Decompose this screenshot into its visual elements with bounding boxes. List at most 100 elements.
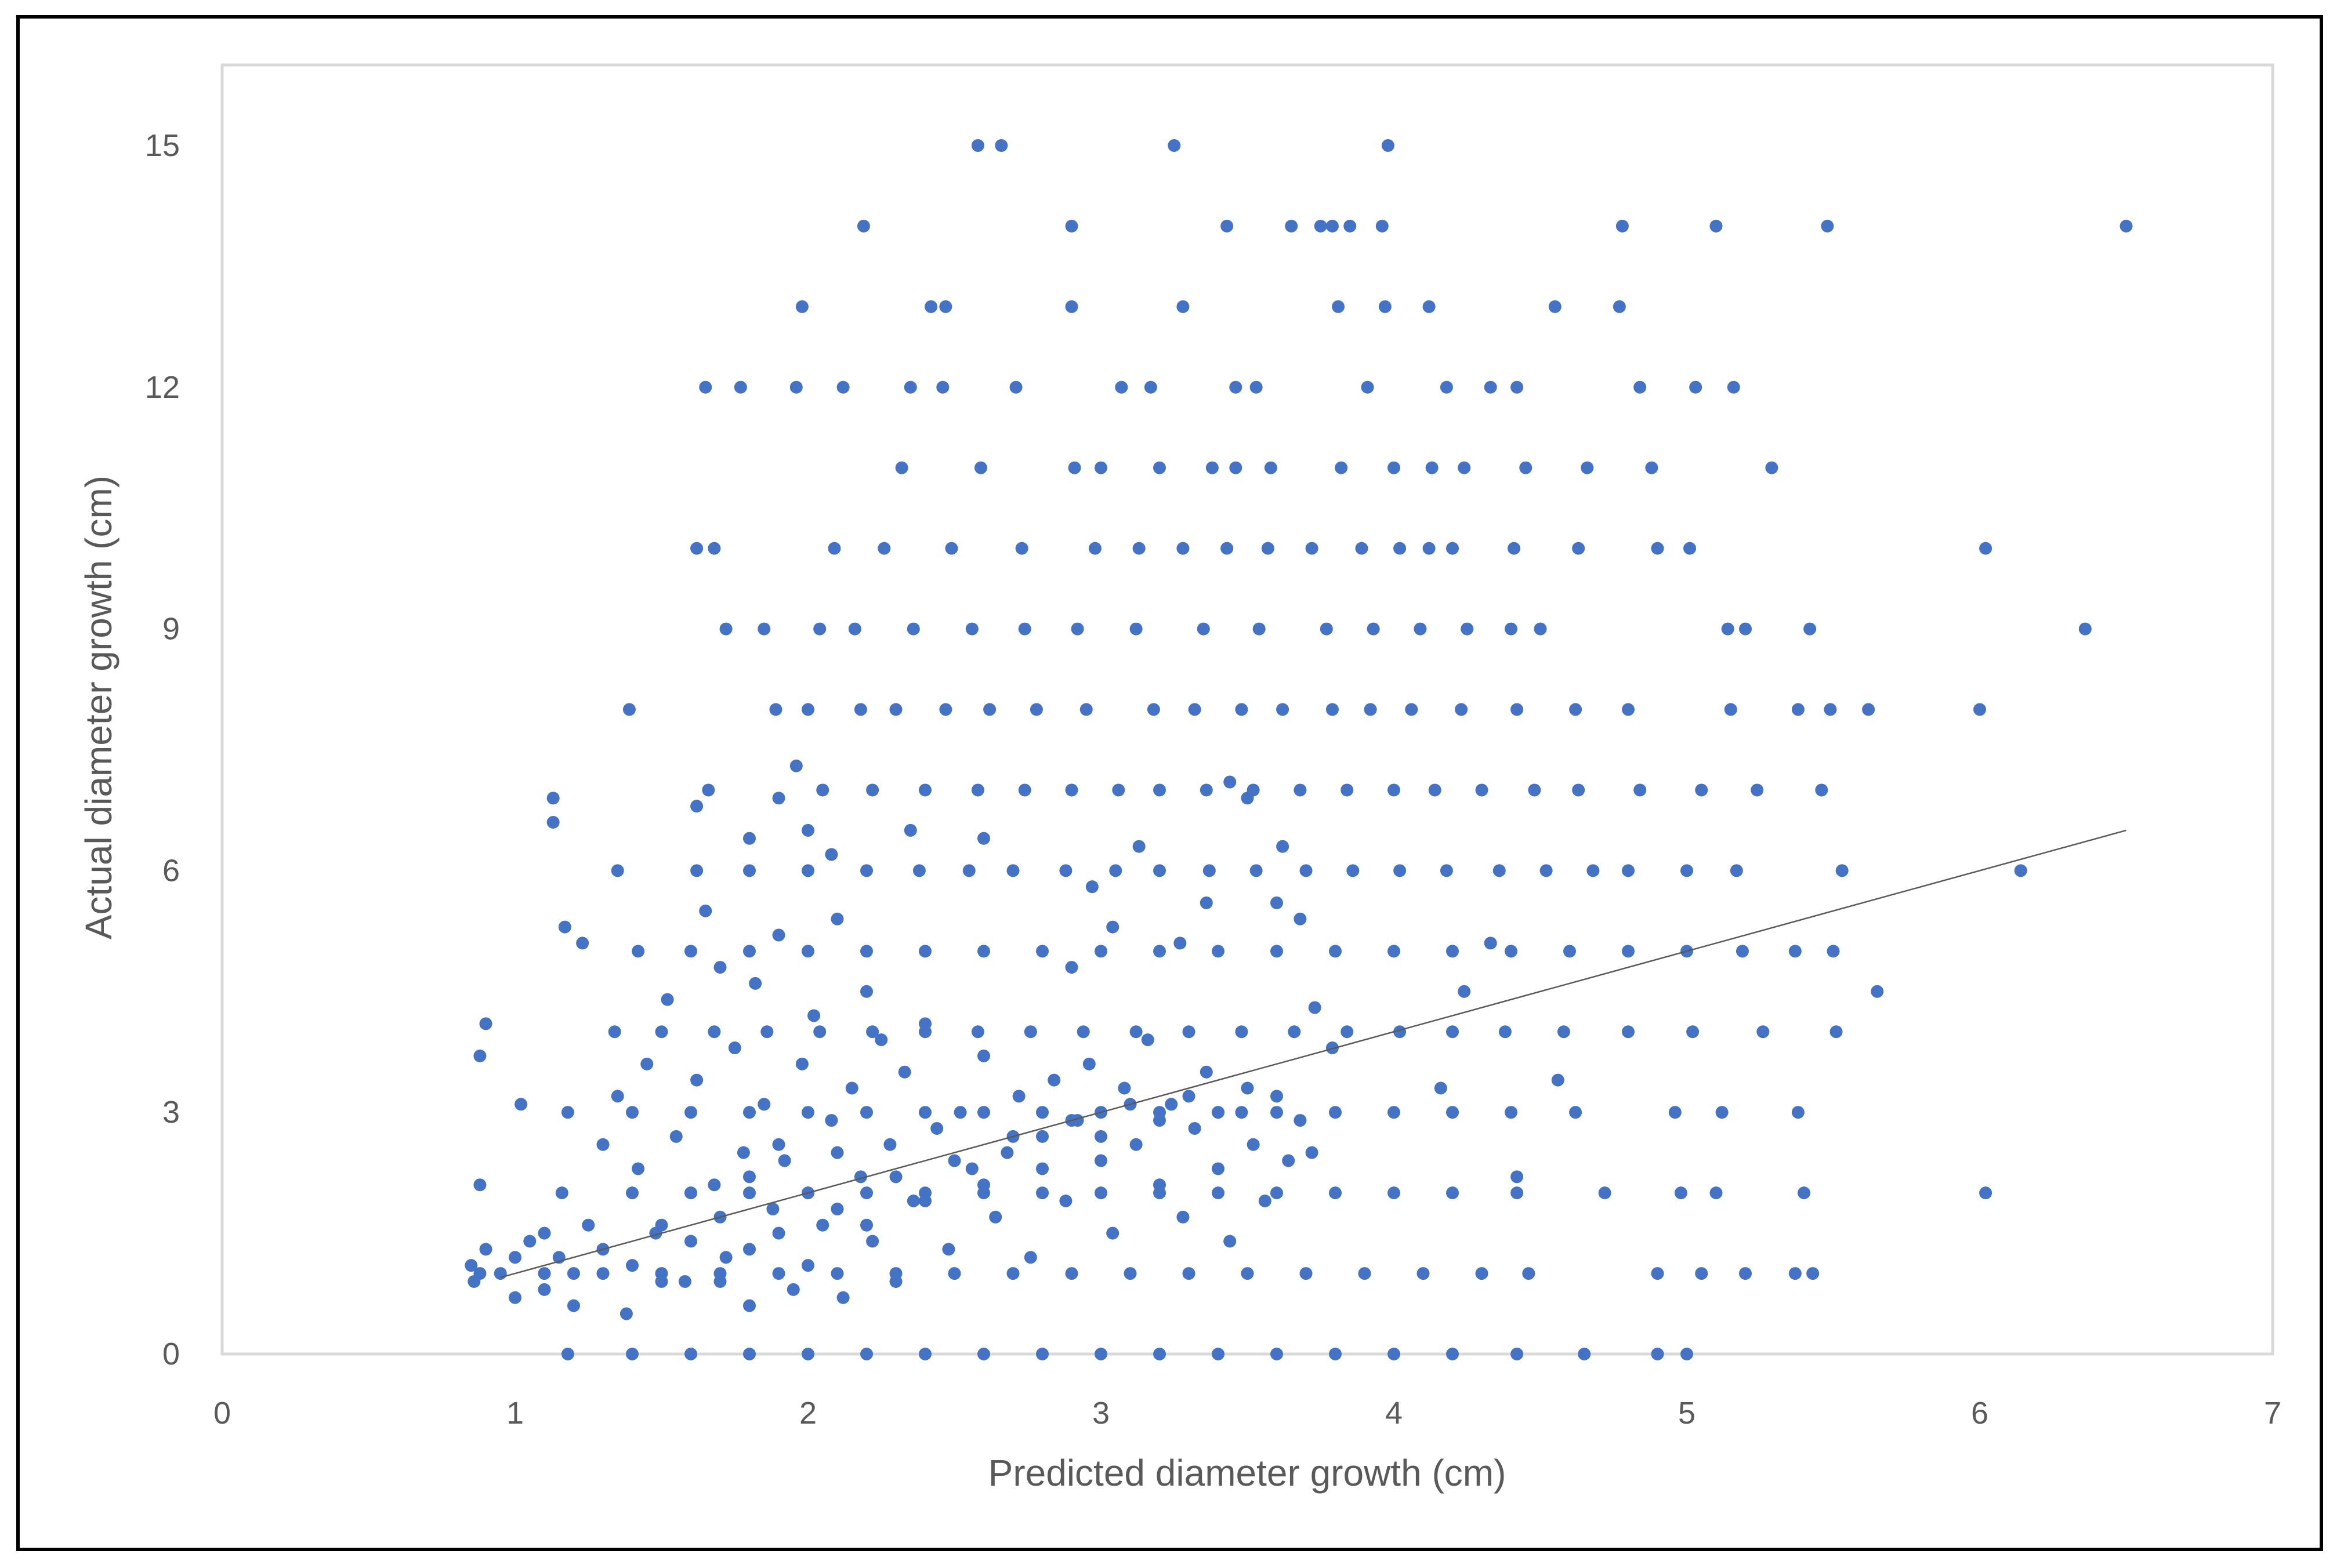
data-point [1615,219,1629,233]
data-point [1329,945,1342,958]
data-point [977,1049,990,1062]
data-point [904,380,917,394]
data-point [1341,1025,1354,1039]
x-tick-label: 1 [506,1396,524,1431]
data-point [743,1243,756,1256]
data-point [1141,1033,1154,1047]
data-point [760,1025,774,1039]
data-point [1223,775,1237,789]
data-point [1329,1348,1342,1360]
data-point [971,1025,984,1039]
data-point [974,461,987,474]
data-point [1791,703,1805,716]
data-point [1668,1106,1682,1119]
data-point [1756,1025,1770,1039]
data-point [1176,1210,1190,1224]
data-point [690,1073,704,1087]
data-point [465,1259,478,1272]
data-point [977,1106,990,1119]
data-point [1276,840,1289,853]
data-point [1387,1106,1400,1119]
data-point [1095,461,1107,474]
x-tick-label: 6 [1971,1396,1988,1431]
data-point [611,1090,624,1103]
data-point [1598,1186,1611,1200]
x-tick-label: 2 [799,1396,817,1431]
data-point [1979,542,1992,555]
data-point [816,783,829,797]
data-point [1095,1130,1107,1143]
data-point [889,1275,903,1288]
data-point [954,1106,967,1119]
data-point [831,912,844,925]
data-point [1270,1090,1283,1103]
data-point [1085,880,1099,894]
data-point [1320,622,1333,636]
data-point [1387,1348,1400,1360]
data-point [538,1226,551,1240]
data-point [866,1025,879,1039]
data-point [1212,945,1224,958]
data-point [1325,703,1339,716]
data-point [1129,1025,1143,1039]
data-point [661,993,674,1006]
data-point [965,622,979,636]
data-point [743,1348,756,1360]
data-point [813,622,827,636]
data-point [494,1267,507,1280]
data-point [769,703,782,716]
data-point [567,1299,580,1312]
data-point [1651,542,1664,555]
data-point [558,920,571,934]
data-point [1730,864,1743,877]
data-point [719,1251,733,1264]
data-point [743,864,756,877]
data-point [1416,1267,1430,1280]
data-point [1510,703,1524,716]
data-point [878,542,891,555]
data-point [1510,1170,1524,1184]
data-point [596,1267,610,1280]
data-point [1294,783,1307,797]
data-point [1095,1348,1107,1360]
data-point [1727,380,1740,394]
data-point [1633,783,1647,797]
data-point [795,300,809,313]
data-point [1220,542,1234,555]
data-point [977,945,990,958]
data-point [919,1195,932,1208]
data-point [1065,219,1078,233]
trendline [500,829,2126,1279]
data-point [1651,1348,1664,1360]
data-point [743,832,756,845]
data-point [936,380,950,394]
data-point [1387,1186,1400,1200]
data-point [1188,703,1201,716]
data-point [1235,1106,1248,1119]
data-point [1475,783,1488,797]
data-point [860,945,873,958]
data-point [1325,1041,1339,1055]
data-point [1367,622,1380,636]
data-point [1461,622,1474,636]
data-point [1294,1114,1307,1127]
data-point [962,864,976,877]
data-point [669,1130,683,1143]
data-point [1358,1267,1371,1280]
data-point [1088,542,1102,555]
data-point [1422,300,1436,313]
data-point [907,1195,920,1208]
data-point [1124,1267,1137,1280]
data-point [1200,896,1213,909]
data-point [1308,1001,1321,1014]
data-point [1788,945,1802,958]
data-point [1024,1251,1037,1264]
data-point [1329,1106,1342,1119]
data-point [866,783,879,797]
data-point [1065,1267,1078,1280]
data-point [1751,783,1764,797]
data-point [708,1178,721,1192]
data-point [1059,864,1073,877]
data-point [1428,783,1441,797]
